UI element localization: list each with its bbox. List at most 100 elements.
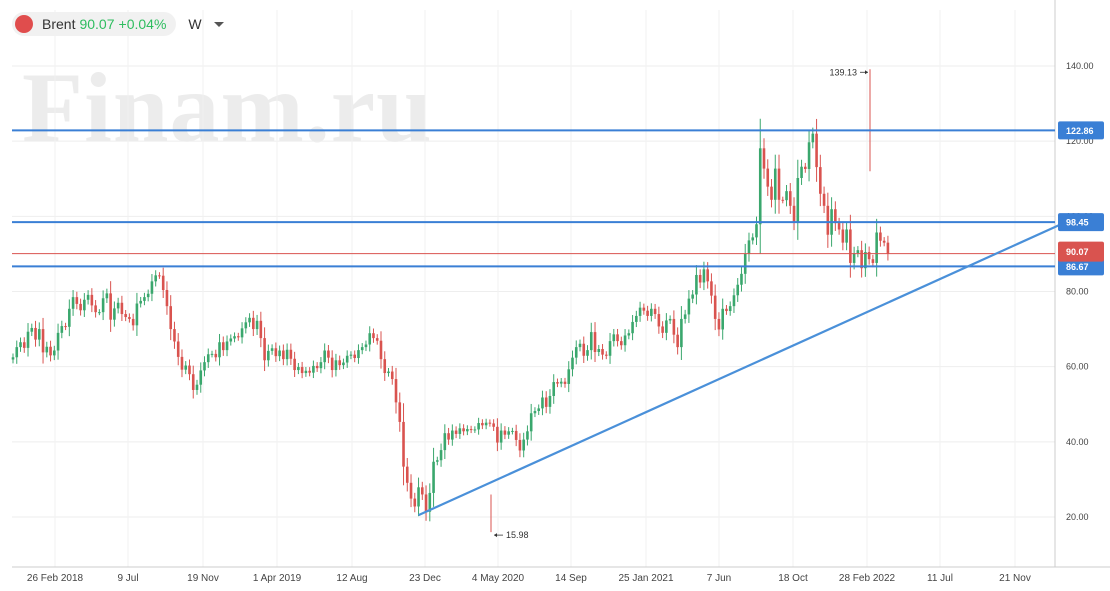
candle-body — [567, 369, 571, 384]
y-tick-label: 140.00 — [1066, 61, 1094, 71]
candle-body — [428, 492, 432, 512]
candle-body — [826, 205, 830, 235]
high-annotation-label: 139.13 — [829, 67, 857, 77]
candle-body — [589, 332, 593, 351]
candle-body — [451, 430, 454, 440]
candle-body — [574, 347, 578, 358]
candle-body — [218, 342, 221, 358]
x-tick-label: 11 Jul — [927, 573, 953, 584]
candle-body — [146, 293, 150, 298]
interval-selector[interactable]: W — [188, 16, 224, 32]
candle-body — [743, 253, 747, 274]
candle-body — [154, 275, 157, 282]
candle-body — [683, 314, 687, 319]
candle-body — [770, 186, 773, 200]
candle-body — [837, 223, 841, 230]
candle-body — [255, 320, 259, 330]
y-tick-label: 80.00 — [1066, 287, 1089, 297]
candle-body — [274, 348, 278, 357]
candle-body — [631, 321, 634, 334]
candle-body — [285, 349, 289, 360]
candle-body — [856, 250, 860, 254]
candle-body — [240, 328, 244, 338]
candle-body — [297, 367, 300, 371]
interval-label: W — [188, 16, 202, 32]
candle-body — [653, 308, 657, 315]
symbol-pill[interactable]: Brent 90.07 +0.04% — [12, 12, 177, 36]
candle-body — [436, 460, 439, 462]
candle-body — [191, 374, 195, 390]
candle-body — [116, 302, 120, 309]
x-tick-label: 12 Aug — [336, 573, 367, 584]
candle-body — [327, 350, 330, 358]
candle-body — [413, 498, 417, 507]
candle-body — [635, 315, 638, 322]
candle-body — [195, 384, 199, 390]
candle-body — [871, 259, 875, 263]
candle-body — [394, 379, 398, 403]
candle-body — [79, 303, 82, 311]
candle-body — [101, 298, 105, 313]
candle-body — [64, 326, 67, 328]
x-tick-label: 19 Nov — [187, 573, 219, 584]
candle-body — [109, 293, 112, 320]
candle-body — [777, 168, 781, 200]
candle-body — [484, 422, 488, 426]
candle-body — [214, 353, 218, 358]
trend-line[interactable] — [418, 221, 1065, 517]
symbol-change: +0.04% — [118, 16, 167, 32]
candle-body — [496, 426, 499, 443]
candle-body — [113, 308, 116, 320]
candle-body — [492, 423, 495, 427]
candle-body — [278, 350, 281, 357]
candle-body — [417, 487, 420, 507]
candle-body — [176, 341, 180, 357]
candle-body — [698, 274, 702, 283]
level-badge-86-67-text: 86.67 — [1066, 262, 1089, 272]
candle-body — [852, 253, 856, 263]
watermark-logo: Finam.ru — [22, 52, 433, 163]
candle-body — [135, 303, 139, 326]
candle-body — [342, 362, 345, 366]
candle-body — [867, 252, 871, 260]
candle-body — [105, 293, 109, 299]
candle-body — [650, 308, 653, 316]
candle-body — [785, 191, 788, 201]
candle-body — [458, 428, 462, 434]
candle-body — [740, 273, 743, 285]
candle-body — [736, 284, 740, 296]
candle-body — [143, 297, 146, 301]
candle-body — [849, 229, 852, 263]
candle-body — [53, 350, 56, 356]
candle-body — [695, 274, 698, 295]
candle-body — [203, 362, 206, 371]
candle-body — [308, 370, 311, 373]
candle-body — [665, 320, 668, 333]
level-badge-122-86 — [1058, 121, 1104, 140]
candle-body — [420, 487, 424, 495]
candle-body — [383, 359, 387, 374]
candle-body — [811, 133, 815, 143]
candle-body — [184, 365, 188, 370]
candle-body — [822, 193, 826, 206]
candle-body — [713, 295, 717, 319]
candle-body — [86, 294, 90, 300]
candle-body — [11, 357, 15, 360]
candle-body — [788, 191, 792, 206]
candle-body — [804, 166, 807, 169]
candle-body — [360, 347, 364, 351]
candle-body — [405, 466, 409, 483]
candle-body — [612, 334, 616, 342]
candle-body — [165, 289, 169, 307]
candle-body — [98, 312, 101, 314]
level-badge-98-45 — [1058, 213, 1104, 232]
current-price-badge-text: 90.07 — [1066, 247, 1089, 257]
low-annotation-arrowhead — [494, 533, 497, 538]
candle-body — [559, 381, 563, 384]
candle-body — [349, 354, 353, 356]
candle-body — [319, 362, 323, 369]
candle-body — [819, 167, 822, 194]
candle-body — [368, 333, 372, 345]
